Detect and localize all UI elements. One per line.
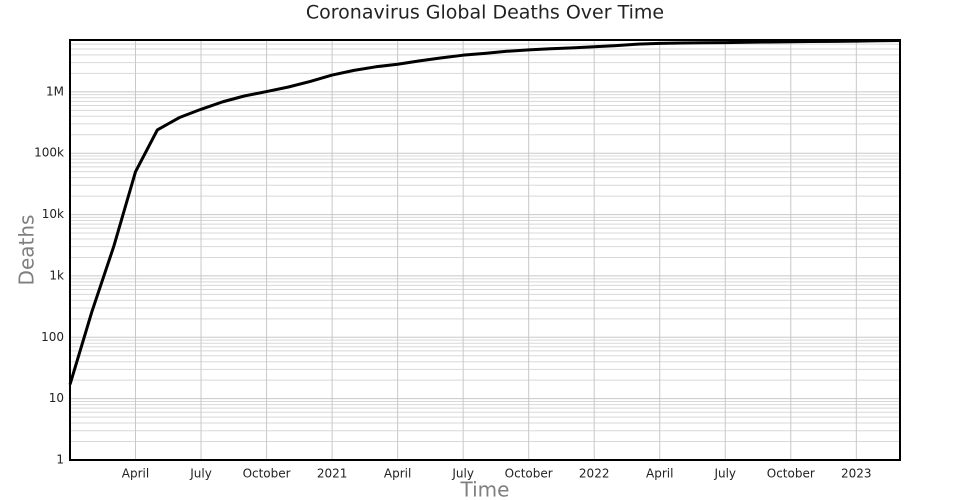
chart-title: Coronavirus Global Deaths Over Time [306,2,664,24]
x-tick-label: 2023 [841,467,872,481]
y-tick-label: 100 [41,330,64,344]
x-tick-label: October [243,467,291,481]
y-tick-label: 1k [49,268,64,282]
y-tick-label: 10k [42,207,64,221]
data-line [68,39,901,385]
y-tick-label: 10 [49,391,64,405]
x-tick-label: July [713,467,736,481]
x-axis-title: Time [460,478,510,500]
x-tick-label: April [646,467,673,481]
y-tick-label: 1 [56,453,64,467]
x-tick-label: 2021 [317,467,348,481]
x-tick-label: 2022 [579,467,610,481]
plot-frame [69,39,901,461]
x-tick-label: April [384,467,411,481]
x-tick-label: July [451,467,474,481]
x-tick-label: July [189,467,212,481]
x-tick-label: October [767,467,815,481]
y-tick-label: 100k [34,146,64,160]
y-axis-title: Deaths [15,215,39,286]
x-tick-label: October [505,467,553,481]
x-tick-label: April [122,467,149,481]
y-tick-label: 1M [46,84,64,98]
